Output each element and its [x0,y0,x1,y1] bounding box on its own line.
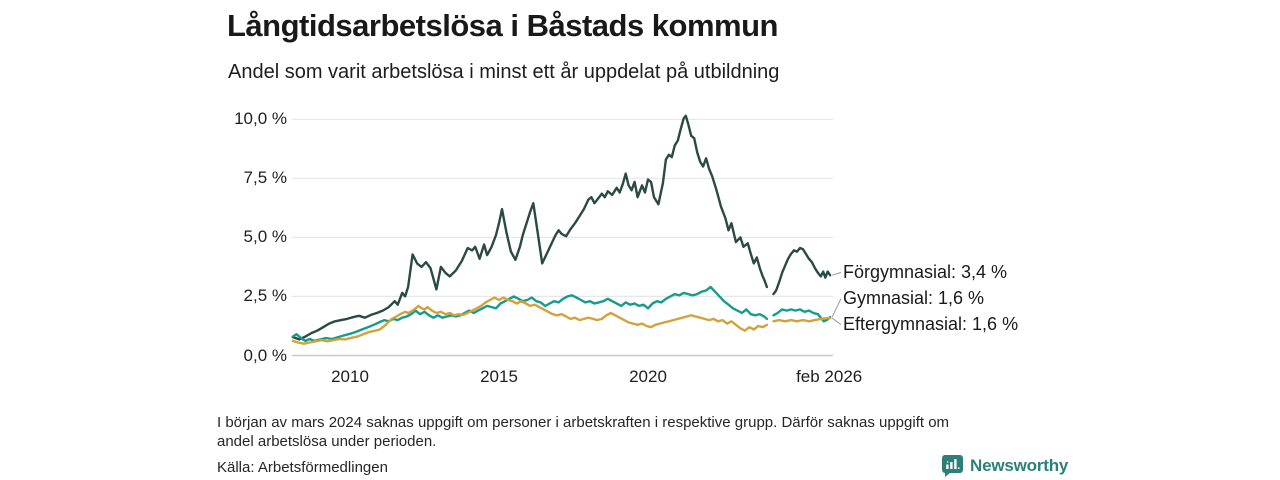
chart-subtitle: Andel som varit arbetslösa i minst ett å… [228,61,780,83]
legend-connector [831,317,842,325]
series-line-eftergymnasial [291,296,832,345]
legend-connector [831,272,842,276]
series-line-förgymnasial [291,114,832,341]
newsworthy-brand: Newsworthy [941,454,1068,478]
x-tick-label: feb 2026 [796,367,863,386]
series-end-label-eftergymnasial: Eftergymnasial: 1,6 % [843,314,1019,334]
y-tick-label: 2,5 % [243,286,287,306]
newsworthy-brand-text: Newsworthy [970,456,1069,475]
x-tick-label: 2020 [629,367,667,386]
source-label: Källa: Arbetsförmedlingen [217,459,388,476]
legend-connector [831,298,842,318]
series-end-label-forgymnasial: Förgymnasial: 3,4 % [843,262,1008,282]
line-chart [291,114,842,357]
y-tick-label: 10,0 % [234,109,287,129]
series-end-label-gymnasial: Gymnasial: 1,6 % [843,288,985,308]
footnote: I början av mars 2024 saknas uppgift om … [217,413,949,451]
x-tick-label: 2015 [480,367,518,386]
page-title: Långtidsarbetslösa i Båstads kommun [227,8,778,43]
series-line-gymnasial [291,285,832,343]
y-tick-label: 5,0 % [243,227,287,247]
y-tick-label: 0,0 % [243,345,287,365]
newsworthy-logo-icon [942,455,963,477]
y-tick-label: 7,5 % [243,168,287,188]
footnote-line-2: andel arbetslösa under perioden. [217,433,437,450]
footnote-line-1: I början av mars 2024 saknas uppgift om … [217,414,950,431]
x-tick-label: 2010 [331,367,369,386]
